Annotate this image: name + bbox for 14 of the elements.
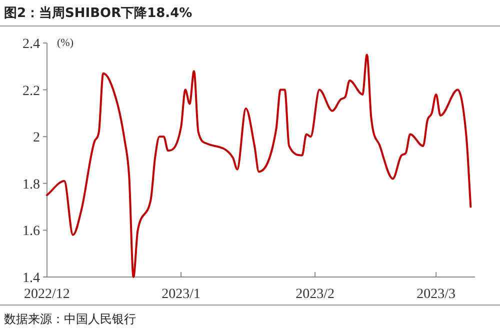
line-series (46, 54, 472, 278)
y-tick-label: 2.4 (22, 37, 40, 52)
x-tick-label: 2023/2 (296, 287, 334, 302)
y-axis-title: (%) (57, 37, 74, 49)
y-tick-label: 2.2 (22, 84, 40, 99)
y-tick-label: 1.8 (22, 177, 40, 192)
chart-title: 图2：当周SHIBOR下降18.4% (4, 6, 192, 21)
x-tick-label: 2023/1 (162, 287, 200, 302)
y-tick-label: 2 (33, 130, 40, 146)
x-tick-label: 2022/12 (24, 287, 70, 302)
y-tick-label: 1.4 (22, 271, 40, 286)
source-note: 数据来源：中国人民银行 (4, 312, 136, 326)
y-tick-label: 1.6 (22, 224, 40, 240)
x-tick-label: 2023/3 (416, 287, 456, 302)
